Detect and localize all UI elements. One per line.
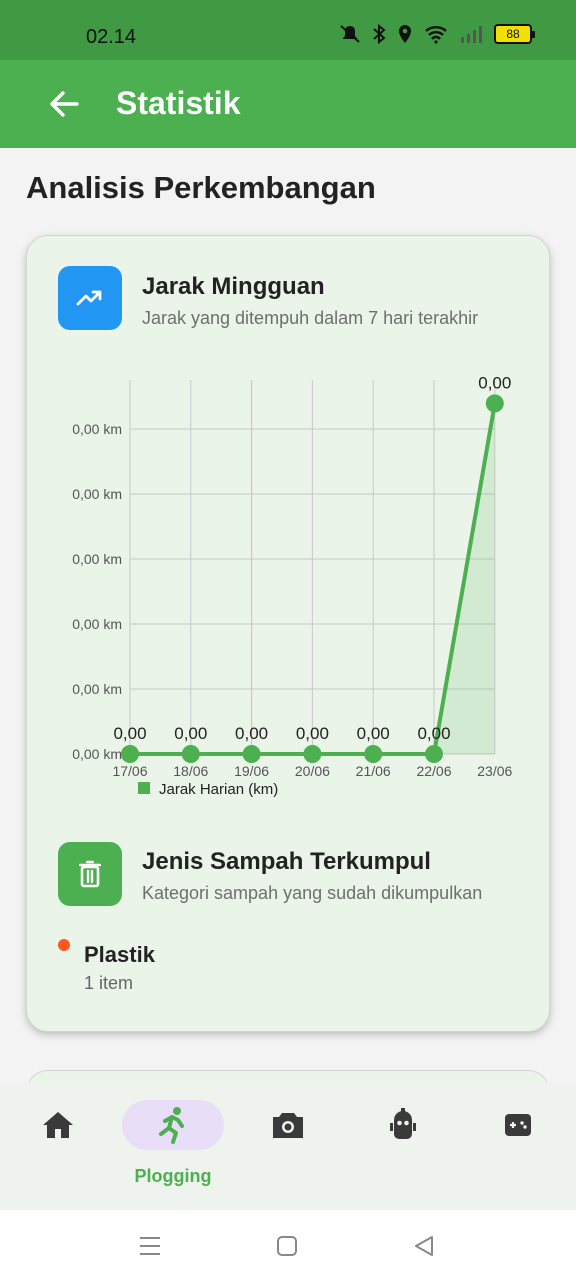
robot-icon: [390, 1108, 416, 1139]
nav-games-pill: [467, 1100, 569, 1150]
data-point: [425, 745, 443, 763]
back-button[interactable]: [40, 82, 88, 126]
x-tick-label: 17/06: [112, 763, 147, 779]
nav-home[interactable]: [0, 1100, 116, 1200]
data-point: [181, 745, 200, 763]
data-label: 0,00: [113, 724, 146, 743]
data-point: [485, 394, 504, 413]
legend-swatch: [138, 782, 150, 794]
nav-plogging-pill: [122, 1100, 224, 1150]
trending-up-icon: [76, 290, 102, 306]
section-title: Analisis Perkembangan: [26, 170, 376, 205]
x-tick-label: 18/06: [173, 763, 208, 779]
x-tick-label: 20/06: [295, 763, 330, 779]
data-point: [242, 745, 261, 763]
weekly-distance-title: Jarak Mingguan: [142, 273, 325, 300]
trash-icon: [79, 860, 101, 888]
battery-level: 88: [506, 27, 520, 41]
data-point: [121, 745, 139, 763]
nav-camera[interactable]: [230, 1100, 346, 1200]
data-label: 0,00: [478, 373, 511, 392]
app-bar: Statistik: [0, 60, 576, 148]
weekly-distance-chart: 0,00 km 0,00 km 0,00 km 0,00 km 0,00 km 0,00 …: [72, 373, 512, 798]
nav-plogging-label: Plogging: [134, 1166, 212, 1186]
trending-up-icon-box: [58, 266, 122, 330]
system-menu-button[interactable]: [136, 1232, 164, 1260]
nav-home-pill: [7, 1100, 109, 1150]
y-tick-label: 0,00 km: [72, 551, 122, 567]
app-title: Statistik: [116, 85, 241, 121]
category-dot: [58, 939, 70, 951]
home-icon: [43, 1112, 73, 1138]
battery-icon: 88: [494, 24, 535, 44]
data-label: 0,00: [417, 724, 450, 743]
data-label: 0,00: [357, 724, 390, 743]
data-label: 0,00: [296, 724, 329, 743]
data-point: [364, 745, 383, 763]
category-count: 1 item: [84, 973, 134, 993]
weekly-distance-subtitle: Jarak yang ditempuh dalam 7 hari terakhi…: [142, 308, 479, 328]
back-triangle-icon: [415, 1236, 433, 1256]
nav-robot-pill: [352, 1100, 454, 1150]
nav-games[interactable]: [460, 1100, 576, 1200]
gamepad-icon: [505, 1114, 531, 1136]
trash-icon-box: [58, 842, 122, 906]
y-tick-label: 0,00 km: [72, 746, 122, 762]
system-navigation: [0, 1210, 576, 1280]
location-icon: [399, 25, 411, 43]
bluetooth-icon: [373, 24, 386, 44]
system-back-button[interactable]: [410, 1232, 438, 1260]
menu-icon: [140, 1237, 160, 1255]
data-point: [303, 745, 322, 763]
y-tick-label: 0,00 km: [72, 616, 122, 632]
waste-subtitle: Kategori sampah yang sudah dikumpulkan: [142, 883, 483, 903]
x-tick-label: 23/06: [477, 763, 512, 779]
signal-icon: [461, 26, 482, 43]
x-tick-label: 22/06: [416, 763, 451, 779]
wifi-icon: [425, 26, 447, 44]
system-home-button[interactable]: [273, 1232, 301, 1260]
legend-label: Jarak Harian (km): [159, 781, 278, 798]
nav-robot[interactable]: [345, 1100, 461, 1200]
run-icon: [159, 1107, 184, 1144]
category-name: Plastik: [84, 942, 155, 967]
bottom-navigation: Plogging: [0, 1082, 576, 1210]
camera-icon: [273, 1113, 303, 1138]
nav-camera-pill: [237, 1100, 339, 1150]
series-area: [130, 403, 495, 754]
x-tick-label: 19/06: [234, 763, 269, 779]
arrow-back-icon: [50, 91, 79, 117]
statistics-card: Jarak Mingguan Jarak yang ditempuh dalam…: [26, 235, 550, 1032]
status-icons: 88: [339, 24, 535, 44]
x-tick-label: 21/06: [356, 763, 391, 779]
square-icon: [277, 1236, 297, 1256]
mute-icon: [340, 25, 360, 43]
status-bar: 02.14 88: [0, 0, 576, 60]
data-label: 0,00: [174, 724, 207, 743]
waste-title: Jenis Sampah Terkumpul: [142, 848, 431, 875]
y-tick-label: 0,00 km: [72, 681, 122, 697]
data-label: 0,00: [235, 724, 268, 743]
y-tick-label: 0,00 km: [72, 421, 122, 437]
nav-plogging[interactable]: Plogging: [115, 1100, 231, 1200]
y-tick-label: 0,00 km: [72, 486, 122, 502]
status-time: 02.14: [86, 26, 137, 48]
